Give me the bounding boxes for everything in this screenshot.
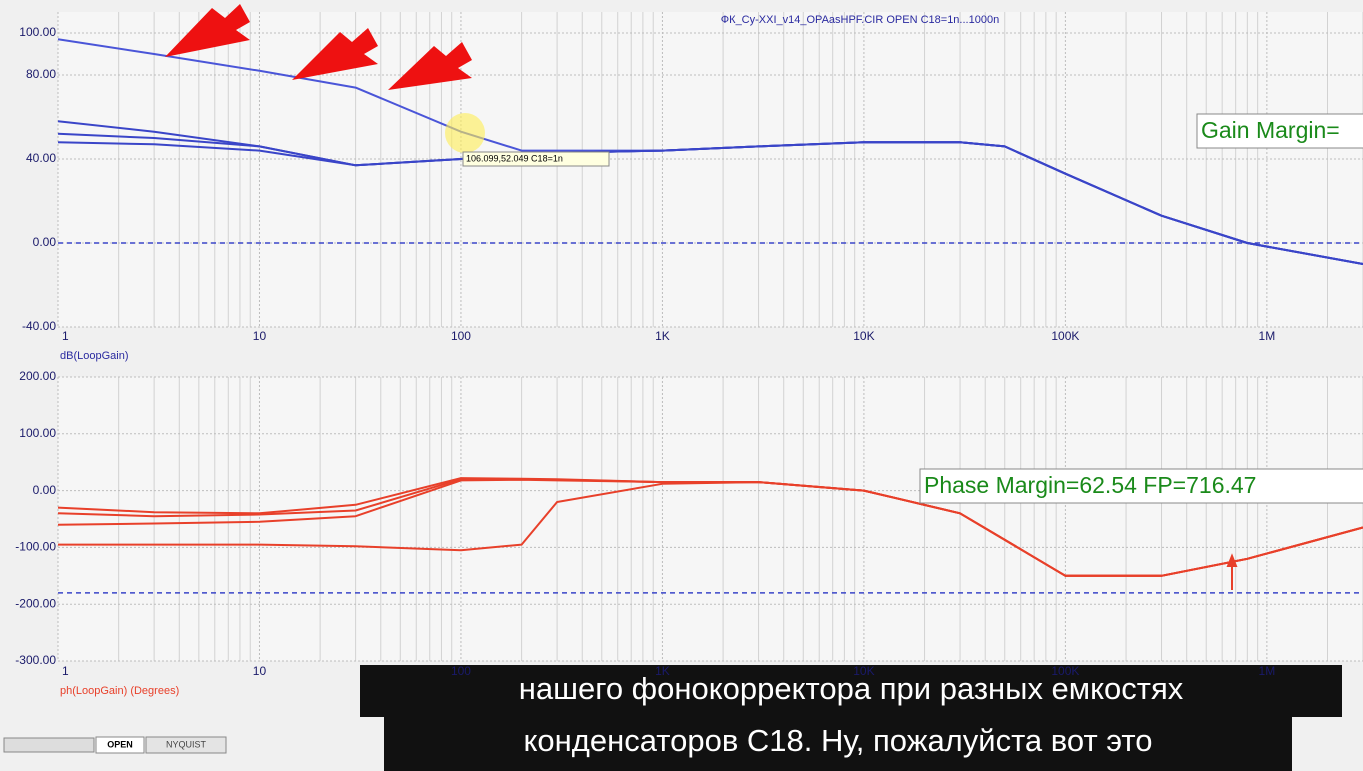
tooltip — [462, 151, 610, 167]
caption: конденсаторов С18. Ну, пожалуйста вот эт… — [523, 723, 1152, 758]
x-tick-label: 1M — [1259, 664, 1276, 678]
tab[interactable] — [95, 736, 145, 754]
margin-marker — [1226, 553, 1238, 590]
y-axis-label: dB(LoopGain) — [60, 350, 129, 362]
pointer-arrows — [165, 4, 472, 90]
plot-area — [58, 377, 1363, 661]
x-tick-label: 100 — [451, 664, 471, 678]
x-tick-label: 10K — [853, 329, 874, 343]
x-tick-label: 1 — [62, 329, 69, 343]
x-tick-label: 10K — [853, 664, 874, 678]
series-line — [57, 141, 1363, 265]
x-tick-label: 1K — [655, 664, 670, 678]
annotation-box — [1196, 113, 1363, 149]
y-tick-label: 200.00 — [19, 369, 56, 383]
chart-title: ФК_Cy-XXI_v14_OPAasHPF.CIR OPEN C18=1n..… — [721, 14, 999, 26]
y-tick-label: 80.00 — [26, 67, 56, 81]
tab-label[interactable]: NYQUIST — [166, 739, 207, 749]
tooltip-text: 106.099,52.049 C18=1n — [466, 153, 563, 163]
caption-box — [384, 717, 1292, 771]
cursor-highlight — [445, 113, 485, 153]
y-tick-label: 0.00 — [33, 483, 57, 497]
annotation: Phase Margin=62.54 FP=716.47 — [924, 472, 1256, 498]
y-tick-label: 40.00 — [26, 151, 56, 165]
x-tick-label: 10 — [253, 664, 267, 678]
arrow — [292, 28, 378, 80]
y-tick-label: -40.00 — [22, 319, 56, 333]
y-tick-label: -200.00 — [15, 596, 56, 610]
x-tick-label: 100K — [1051, 329, 1079, 343]
y-tick-label: -100.00 — [15, 540, 56, 554]
plot-area — [58, 12, 1363, 327]
x-tick-label: 10 — [253, 329, 267, 343]
caption-box — [360, 665, 1342, 717]
series-line — [58, 481, 1363, 577]
tab-label[interactable]: OPEN — [107, 739, 133, 749]
x-tick-label: 1 — [62, 664, 69, 678]
x-tick-label: 100K — [1051, 664, 1079, 678]
tab[interactable] — [145, 736, 227, 754]
y-axis-label: ph(LoopGain) (Degrees) — [60, 685, 179, 697]
x-tick-label: 1M — [1259, 329, 1276, 343]
arrow — [388, 42, 472, 90]
marker-head — [1226, 553, 1238, 567]
tab-bar: OPEN NYQUIST — [3, 736, 227, 754]
tab-nav[interactable] — [3, 737, 95, 753]
y-tick-label: -300.00 — [15, 653, 56, 667]
annotation-box — [919, 468, 1363, 504]
y-tick-label: 100.00 — [19, 426, 56, 440]
annotation: Gain Margin= — [1201, 117, 1340, 143]
x-tick-label: 100 — [451, 329, 471, 343]
y-tick-label: 100.00 — [19, 25, 56, 39]
arrow — [165, 4, 250, 57]
x-tick-label: 1K — [655, 329, 670, 343]
caption: нашего фонокорректора при разных емкостя… — [519, 671, 1184, 706]
y-tick-label: 0.00 — [33, 235, 57, 249]
